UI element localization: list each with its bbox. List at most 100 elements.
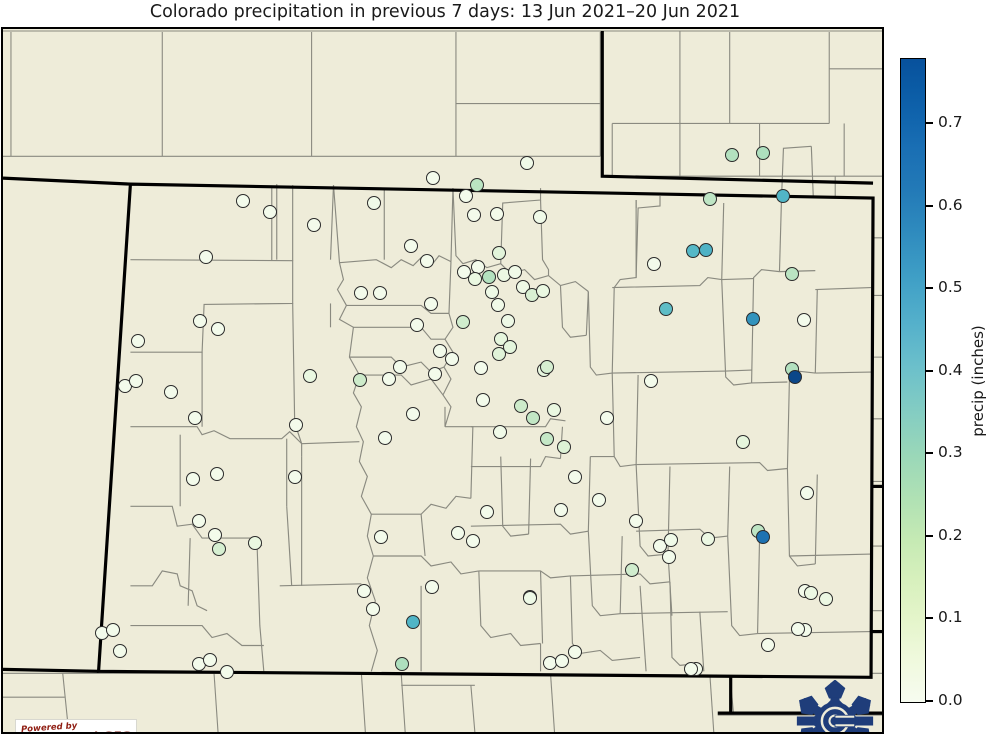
station-marker[interactable] [469, 177, 485, 193]
station-marker[interactable] [450, 525, 466, 541]
station-marker[interactable] [187, 410, 203, 426]
station-marker[interactable] [405, 614, 421, 630]
station-marker[interactable] [444, 351, 460, 367]
station-marker[interactable] [556, 439, 572, 455]
map-axes[interactable]: Powered by ACIS Regional Climate Centers [1, 27, 884, 734]
station-marker[interactable] [628, 513, 644, 529]
station-marker[interactable] [419, 253, 435, 269]
station-marker[interactable] [105, 622, 121, 638]
station-marker[interactable] [787, 369, 803, 385]
station-marker[interactable] [658, 301, 674, 317]
station-marker[interactable] [455, 314, 471, 330]
station-marker[interactable] [491, 346, 507, 362]
station-marker[interactable] [567, 644, 583, 660]
station-marker[interactable] [209, 466, 225, 482]
station-marker[interactable] [522, 590, 538, 606]
station-marker[interactable] [554, 653, 570, 669]
station-marker[interactable] [755, 145, 771, 161]
station-marker[interactable] [818, 591, 834, 607]
station-marker[interactable] [192, 313, 208, 329]
station-marker[interactable] [513, 398, 529, 414]
station-marker[interactable] [702, 191, 718, 207]
station-marker[interactable] [207, 527, 223, 543]
station-marker[interactable] [130, 333, 146, 349]
station-marker[interactable] [424, 579, 440, 595]
station-marker[interactable] [535, 283, 551, 299]
station-marker[interactable] [210, 321, 226, 337]
station-marker[interactable] [403, 238, 419, 254]
station-marker[interactable] [287, 469, 303, 485]
station-marker[interactable] [481, 269, 497, 285]
station-marker[interactable] [372, 285, 388, 301]
station-marker[interactable] [489, 206, 505, 222]
station-marker[interactable] [373, 529, 389, 545]
station-marker[interactable] [128, 373, 144, 389]
station-marker[interactable] [500, 313, 516, 329]
station-marker[interactable] [235, 193, 251, 209]
station-marker[interactable] [591, 492, 607, 508]
station-marker[interactable] [302, 368, 318, 384]
station-marker[interactable] [539, 431, 555, 447]
station-marker[interactable] [262, 204, 278, 220]
station-marker[interactable] [219, 664, 235, 680]
station-marker[interactable] [353, 285, 369, 301]
station-marker[interactable] [394, 656, 410, 672]
station-marker[interactable] [502, 339, 518, 355]
station-marker[interactable] [191, 513, 207, 529]
station-marker[interactable] [745, 311, 761, 327]
station-marker[interactable] [490, 297, 506, 313]
station-marker[interactable] [427, 366, 443, 382]
station-marker[interactable] [409, 317, 425, 333]
station-marker[interactable] [306, 217, 322, 233]
station-marker[interactable] [458, 188, 474, 204]
station-marker[interactable] [735, 434, 751, 450]
station-marker[interactable] [646, 256, 662, 272]
station-marker[interactable] [553, 502, 569, 518]
station-marker[interactable] [643, 373, 659, 389]
station-marker[interactable] [661, 549, 677, 565]
station-marker[interactable] [185, 471, 201, 487]
station-marker[interactable] [546, 402, 562, 418]
station-marker[interactable] [198, 249, 214, 265]
station-marker[interactable] [467, 271, 483, 287]
station-marker[interactable] [532, 209, 548, 225]
station-marker[interactable] [624, 562, 640, 578]
station-marker[interactable] [365, 601, 381, 617]
station-marker[interactable] [796, 312, 812, 328]
station-marker[interactable] [525, 410, 541, 426]
station-marker[interactable] [760, 637, 776, 653]
station-marker[interactable] [163, 384, 179, 400]
station-marker[interactable] [519, 155, 535, 171]
station-marker[interactable] [698, 242, 714, 258]
station-marker[interactable] [352, 372, 368, 388]
station-marker[interactable] [507, 264, 523, 280]
station-marker[interactable] [465, 533, 481, 549]
station-marker[interactable] [492, 424, 508, 440]
station-marker[interactable] [466, 207, 482, 223]
station-marker[interactable] [425, 170, 441, 186]
station-marker[interactable] [202, 652, 218, 668]
station-marker[interactable] [539, 359, 555, 375]
station-marker[interactable] [377, 430, 393, 446]
station-marker[interactable] [724, 147, 740, 163]
station-marker[interactable] [663, 532, 679, 548]
station-marker[interactable] [475, 392, 491, 408]
station-marker[interactable] [790, 621, 806, 637]
station-marker[interactable] [366, 195, 382, 211]
colorbar[interactable]: 0.7 0.6 0.5 0.4 0.3 0.2 0.1 0.0 precip (inches) [900, 55, 986, 709]
station-marker[interactable] [381, 371, 397, 387]
station-marker[interactable] [803, 585, 819, 601]
station-marker[interactable] [211, 541, 227, 557]
station-marker[interactable] [484, 284, 500, 300]
station-marker[interactable] [288, 417, 304, 433]
station-marker[interactable] [799, 485, 815, 501]
station-marker[interactable] [112, 643, 128, 659]
station-marker[interactable] [755, 529, 771, 545]
station-marker[interactable] [683, 661, 699, 677]
station-marker[interactable] [392, 359, 408, 375]
station-marker[interactable] [356, 583, 372, 599]
station-marker[interactable] [700, 531, 716, 547]
station-marker[interactable] [479, 504, 495, 520]
station-marker[interactable] [567, 469, 583, 485]
station-marker[interactable] [784, 266, 800, 282]
